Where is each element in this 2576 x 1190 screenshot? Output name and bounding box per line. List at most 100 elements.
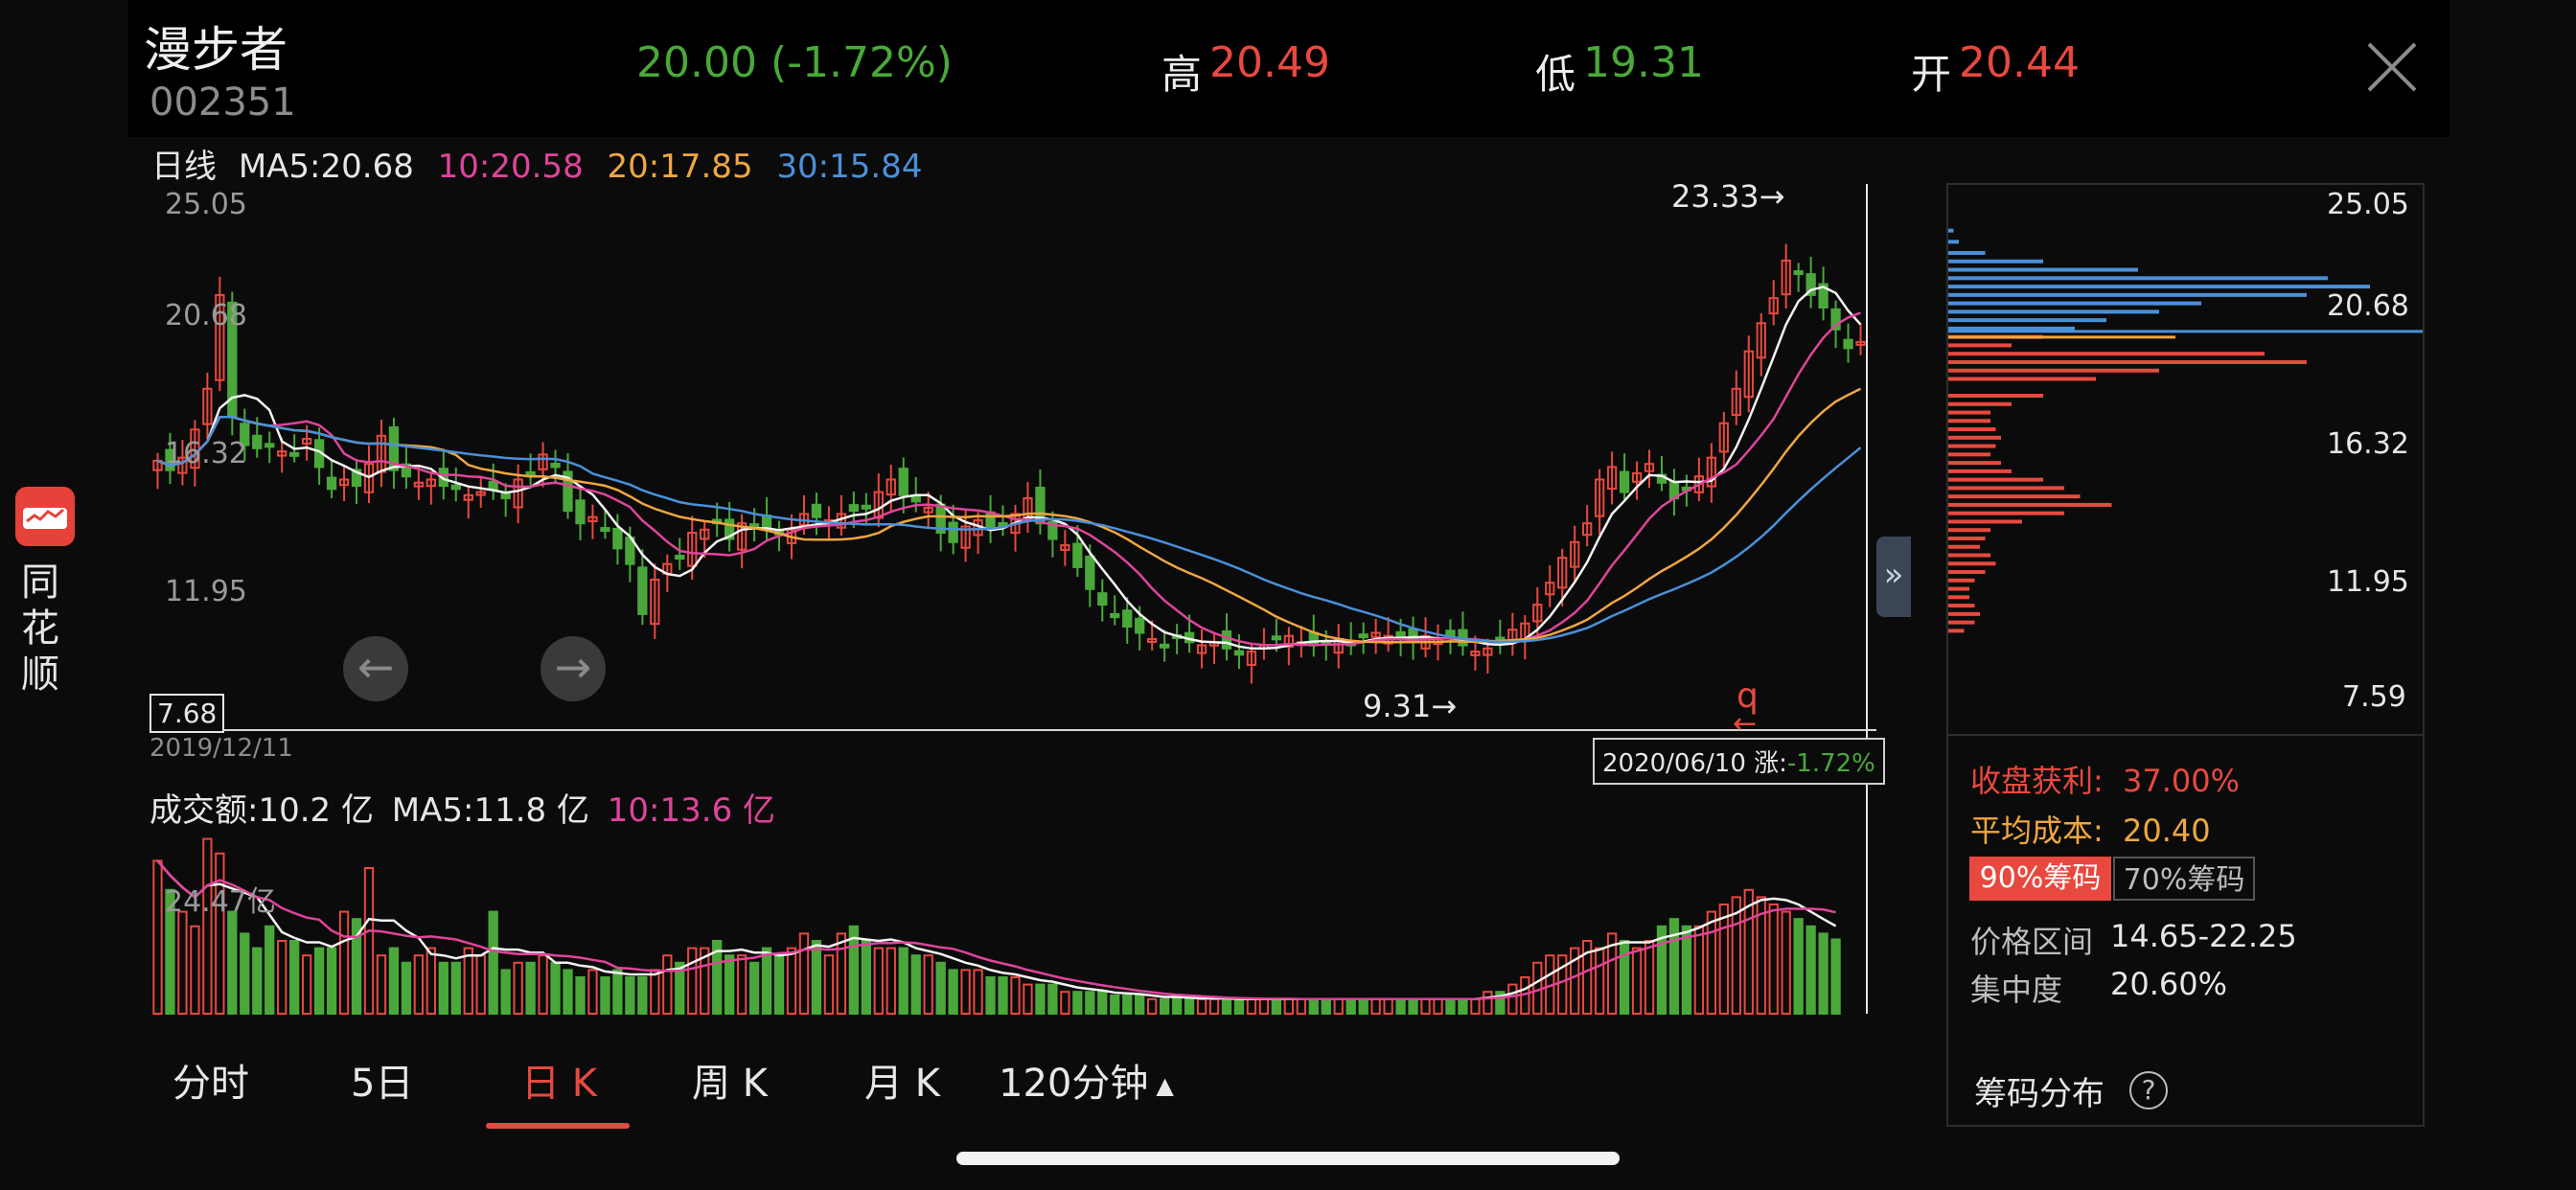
volume-bar	[861, 939, 871, 1016]
cursor-change-value: -1.72%	[1786, 749, 1875, 778]
volume-bar	[1110, 994, 1120, 1016]
max-price-annotation: 23.33→	[1671, 178, 1785, 215]
chip-90-button[interactable]: 90%筹码	[1969, 857, 2111, 901]
tab-month-k[interactable]: 月 K	[864, 1062, 940, 1106]
candle-body	[277, 450, 288, 457]
volume-bar	[289, 939, 300, 1016]
volume-bar	[587, 969, 598, 1015]
volume-bar	[823, 954, 835, 1016]
pan-right-icon[interactable]: →	[540, 636, 606, 701]
candle-body	[1458, 629, 1468, 647]
chip-panel	[1946, 183, 2425, 1127]
candle-body	[500, 492, 511, 500]
volume-bar	[1631, 947, 1643, 1016]
candle-body	[1408, 628, 1418, 644]
ma5-line	[157, 286, 1862, 651]
pan-left-icon[interactable]: ←	[343, 636, 408, 701]
volume-bar	[1545, 954, 1555, 1016]
volume-bar	[177, 910, 188, 1016]
volume-bar	[1208, 997, 1220, 1016]
tab-minute[interactable]: 分时	[172, 1062, 249, 1106]
candle-body	[848, 504, 860, 513]
volume-bar	[426, 947, 436, 1016]
tab-day-k[interactable]: 日 K	[521, 1062, 597, 1106]
volume-bar	[836, 932, 847, 1015]
app-logo-icon[interactable]	[15, 487, 75, 546]
volume-bar	[948, 969, 958, 1015]
candle-body	[152, 459, 163, 471]
candle-body	[1830, 308, 1841, 331]
profit-value: 37.00%	[2122, 763, 2240, 799]
volume-bar	[264, 925, 275, 1015]
home-indicator[interactable]	[956, 1152, 1620, 1165]
expand-panel-icon[interactable]: »	[1876, 537, 1911, 617]
candle-body	[687, 532, 698, 567]
candle-body	[786, 528, 797, 544]
tab-week-k[interactable]: 周 K	[692, 1062, 768, 1106]
volume-bar	[1221, 997, 1232, 1016]
ma30-line	[157, 415, 1862, 644]
volume-bar	[898, 947, 908, 1016]
volume-bar	[1060, 991, 1070, 1015]
volume-bar	[1171, 994, 1183, 1016]
candle-body	[1768, 297, 1779, 315]
candle-body	[313, 439, 325, 469]
range-value: 14.65-22.25	[2110, 918, 2297, 954]
volume-bar	[650, 969, 660, 1015]
candle-body	[700, 528, 710, 540]
low-label: 低	[1535, 51, 1576, 98]
volume-bar	[488, 910, 498, 1016]
candle-body	[463, 493, 473, 501]
candle-body	[960, 525, 971, 549]
ma10-line	[157, 311, 1861, 647]
candle-body	[1545, 582, 1555, 596]
volume-bar	[1668, 918, 1680, 1015]
volume-bar	[413, 954, 425, 1016]
candle-body	[1122, 609, 1133, 628]
candle-body	[1171, 634, 1183, 640]
candle-body	[873, 491, 884, 519]
volume-bar	[438, 961, 448, 1016]
volume-bar	[1570, 947, 1580, 1016]
candle-body	[1221, 629, 1232, 650]
volume-bar	[1557, 954, 1568, 1016]
volume-bar	[463, 947, 473, 1016]
candle-body	[1308, 631, 1319, 647]
candle-body	[923, 506, 933, 514]
candle-body	[525, 470, 536, 478]
candle-body	[985, 511, 996, 531]
volume-bar	[1035, 983, 1046, 1016]
candle-body	[886, 478, 896, 496]
tab-120min[interactable]: 120分钟 ▲	[999, 1052, 1174, 1108]
volume-bar	[1756, 896, 1766, 1016]
volume-bar	[1023, 983, 1033, 1016]
candle-body	[898, 468, 908, 496]
candle-body	[202, 387, 213, 425]
tab-5day[interactable]: 5日	[351, 1062, 414, 1106]
candle-body	[1532, 604, 1543, 623]
volume-bar	[1358, 997, 1368, 1016]
volume-bar	[873, 947, 884, 1016]
app-name: 同 花 顺	[21, 560, 59, 698]
candle-body	[1258, 644, 1270, 650]
chip-70-button[interactable]: 70%筹码	[2113, 857, 2255, 901]
volume-bar	[1408, 997, 1418, 1016]
volume-bar	[612, 969, 623, 1015]
volume-bar	[625, 975, 635, 1015]
volume-bar	[388, 947, 400, 1016]
candle-body	[1631, 471, 1643, 483]
volume-bar	[1072, 991, 1083, 1015]
volume-bar	[513, 961, 523, 1016]
candle-body	[1010, 513, 1021, 535]
ma20-line	[157, 387, 1862, 644]
help-icon[interactable]: ?	[2129, 1071, 2168, 1110]
candle-body	[973, 518, 983, 537]
close-icon[interactable]	[2365, 40, 2419, 94]
volume-bar	[351, 918, 362, 1015]
volume-bar	[1097, 991, 1108, 1015]
candle-body	[662, 562, 673, 575]
volume-bar	[1383, 997, 1393, 1016]
candle-body	[1097, 592, 1108, 606]
candle-body	[326, 476, 337, 491]
candle-body	[438, 468, 448, 488]
